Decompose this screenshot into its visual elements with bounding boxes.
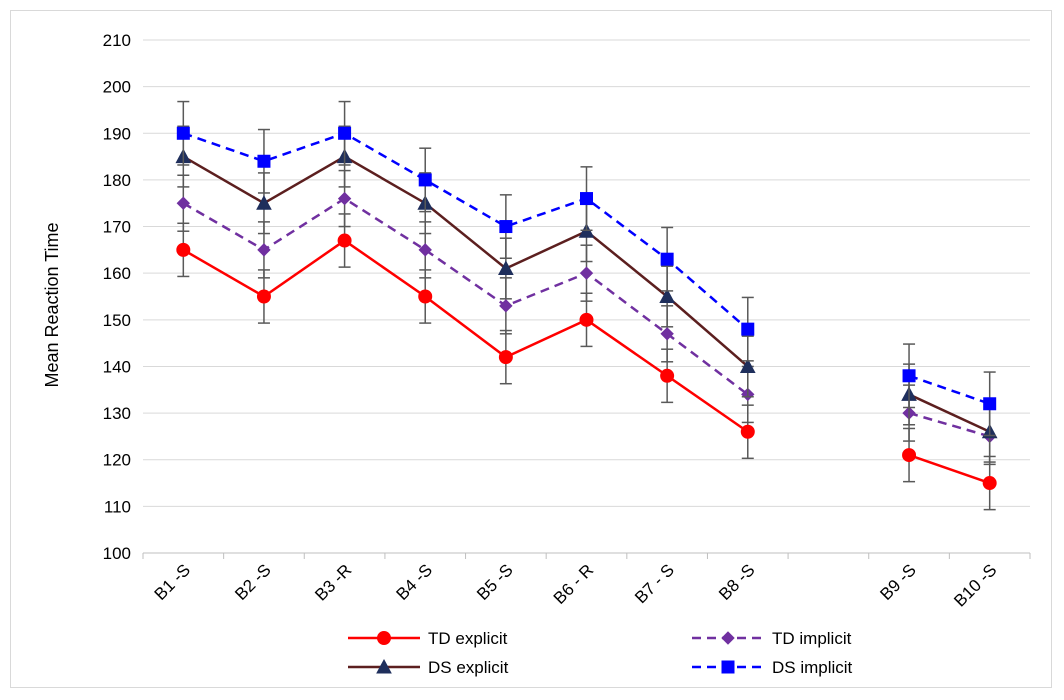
legend-marker [721,660,735,674]
y-tick-label: 210 [103,31,131,50]
y-axis-title: Mean Reaction Time [42,222,62,387]
data-point [579,266,594,280]
x-tick-label: B5 -S [473,560,517,604]
series-line [182,197,749,396]
data-point [579,312,594,327]
legend-label: TD explicit [428,629,508,648]
data-point [659,288,675,303]
data-point [338,126,352,140]
x-tick-label: B4 -S [393,560,437,604]
data-point [982,476,997,491]
data-point [256,195,272,210]
x-tick-label: B2 -S [231,560,275,604]
data-point [499,220,513,234]
legend-item: DS explicit [348,658,509,677]
series-line [182,131,749,331]
data-point [498,260,514,276]
y-tick-label: 120 [103,451,131,470]
y-tick-label: 190 [103,124,131,143]
series-line [182,239,749,433]
data-point [902,369,916,383]
data-point [983,397,997,411]
y-axis: 100 110 120 130 140 150 160 170 180 190 200 210 [103,31,131,563]
data-point [498,350,513,365]
y-tick-label: 170 [103,218,131,237]
y-tick-label: 130 [103,404,131,423]
data-point [176,126,190,140]
y-tick-label: 110 [104,497,131,516]
chart-frame [10,10,1052,688]
y-tick-label: 150 [103,311,131,330]
series-line [908,393,991,433]
y-tick-label: 140 [103,357,131,376]
series-line [908,453,991,485]
legend-marker [721,631,735,645]
data-point [257,243,271,257]
legend-label: DS implicit [772,658,853,677]
data-point [660,327,674,341]
data-point [418,173,432,187]
legend-label: TD implicit [772,629,852,648]
x-tick-label: B6 - R [550,560,598,608]
series-line [182,155,749,368]
legend-item: DS implicit [692,658,853,677]
legend: TD explicit TD implicit DS explicit DS impl… [348,629,853,677]
series-ds-implicit [176,100,997,437]
x-tick-label: B7 - S [631,560,678,607]
series-layer [175,100,998,511]
series-line [908,411,991,438]
legend-item: TD implicit [692,629,852,648]
data-point [902,448,917,463]
y-tick-label: 160 [103,264,131,283]
data-point [741,322,755,336]
y-tick-label: 200 [103,78,131,97]
legend-marker [376,658,392,674]
data-point [660,368,675,383]
legend-item: TD explicit [348,629,508,648]
grid-lines [143,39,1030,507]
data-point [499,299,513,313]
data-point [176,242,191,257]
x-tick-label: B1 -S [151,560,195,604]
data-point [337,191,352,206]
legend-marker [377,631,391,645]
legend-label: DS explicit [428,658,509,677]
x-tick-label: B3 -R [311,560,355,604]
data-point [740,424,755,439]
data-point [256,289,271,304]
x-axis: B1 -S B2 -S B3 -R B4 -S B5 -S B6 - R B7 - S B8 … [142,552,1031,611]
data-point [418,243,432,257]
data-point [418,289,433,304]
data-point [337,233,352,248]
x-tick-label: B10 -S [950,560,1000,610]
data-point [580,192,593,206]
data-point [176,196,191,210]
data-point [257,154,271,168]
data-point [660,252,674,266]
x-tick-label: B9 -S [876,560,920,604]
data-point [739,358,756,373]
y-tick-label: 100 [103,544,131,563]
x-tick-label: B8 -S [715,560,759,604]
y-tick-label: 180 [103,171,131,190]
